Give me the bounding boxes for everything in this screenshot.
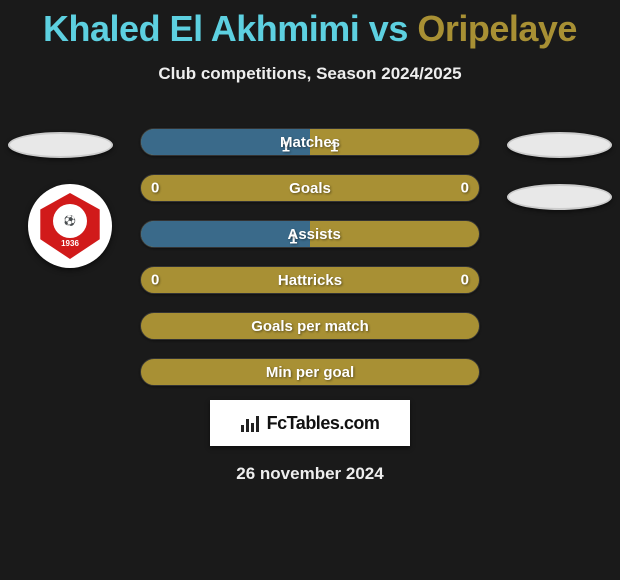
vs-label: vs: [369, 8, 408, 49]
brand-box[interactable]: FcTables.com: [210, 400, 410, 446]
stat-label: Hattricks: [278, 272, 342, 289]
team-badge-logo: ⚽: [53, 204, 87, 238]
player-b-name: Oripelaye: [417, 8, 577, 49]
team-badge-shield: ⚽ 1936: [37, 193, 103, 259]
ellipse-top-right: [507, 132, 612, 158]
stat-bar: Min per goal: [140, 358, 480, 386]
stat-label: Assists: [287, 226, 340, 243]
team-badge-left: ⚽ 1936: [28, 184, 112, 268]
ellipse-top-left: [8, 132, 113, 158]
brand-chart-icon: [241, 414, 263, 432]
stat-value-right: 0: [461, 180, 469, 197]
stat-value-left: 0: [151, 180, 159, 197]
brand-name: FcTables.com: [267, 413, 380, 434]
stat-bar: 1Assists: [140, 220, 480, 248]
stat-value-right: 1: [330, 138, 338, 155]
stat-label: Min per goal: [266, 364, 354, 381]
stat-bars: 1Matches10Goals01Assists0Hattricks0Goals…: [140, 128, 480, 386]
stat-bar: 1Matches1: [140, 128, 480, 156]
page-title: Khaled El Akhmimi vs Oripelaye: [0, 0, 620, 50]
stat-value-left: 0: [151, 272, 159, 289]
stat-label: Goals per match: [251, 318, 369, 335]
subtitle: Club competitions, Season 2024/2025: [0, 64, 620, 84]
ellipse-bottom-right: [507, 184, 612, 210]
team-badge-year: 1936: [61, 239, 79, 248]
stat-label: Goals: [289, 180, 331, 197]
stat-bar: 0 Hattricks 0: [140, 266, 480, 294]
date-label: 26 november 2024: [0, 464, 620, 484]
player-a-name: Khaled El Akhmimi: [43, 8, 359, 49]
comparison-area: ⚽ 1936 1Matches10Goals01Assists0Hattrick…: [0, 112, 620, 392]
stat-bar: Goals per match: [140, 312, 480, 340]
stat-bar: 0 Goals 0: [140, 174, 480, 202]
stat-value-right: 0: [461, 272, 469, 289]
